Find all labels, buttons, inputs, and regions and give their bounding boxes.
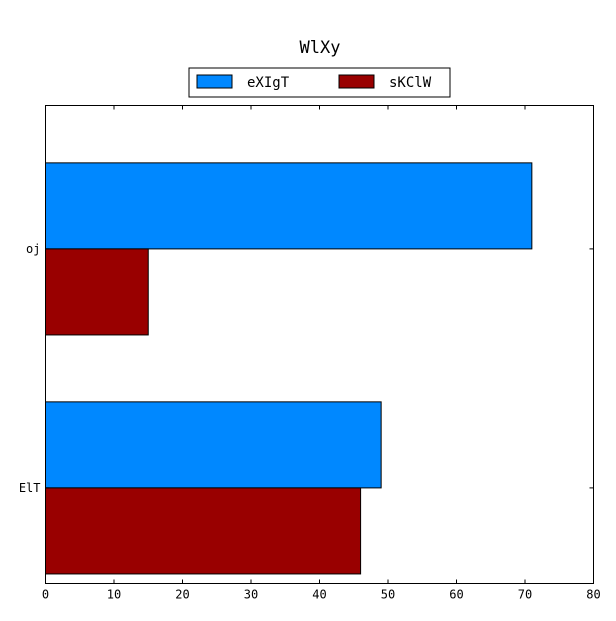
x-tick-label: 0 (42, 588, 49, 602)
x-tick-label: 60 (449, 588, 463, 602)
bars-layer (45, 162, 533, 575)
x-tick-label: 70 (518, 588, 532, 602)
x-tick-label: 50 (381, 588, 395, 602)
legend-label-series-2: sKClW (389, 75, 432, 91)
legend-swatch-series-1 (196, 74, 233, 89)
legend: eXIgT sKClW (188, 67, 451, 98)
plot-area-frame (45, 105, 594, 584)
legend-label-series-1: eXIgT (247, 75, 290, 91)
y-tick-label: oj (26, 242, 40, 256)
x-tick-label: 20 (175, 588, 189, 602)
bar-oj-series-2 (45, 248, 149, 336)
bar-elt-series-1 (45, 401, 382, 489)
x-tick-label: 80 (586, 588, 600, 602)
y-tick-label: ElT (19, 481, 41, 495)
legend-swatch-series-2 (338, 74, 375, 89)
bar-elt-series-2 (45, 487, 362, 575)
x-tick-label: 10 (107, 588, 121, 602)
x-tick-label: 40 (312, 588, 326, 602)
chart-title: WlXy (300, 38, 341, 58)
x-tick-label: 30 (244, 588, 258, 602)
bar-oj-series-1 (45, 162, 533, 250)
